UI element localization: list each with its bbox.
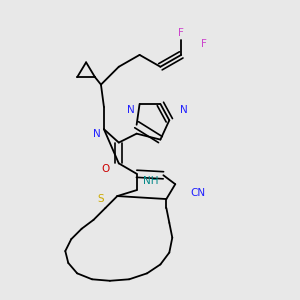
Text: N: N	[93, 129, 101, 139]
Text: N: N	[127, 105, 135, 115]
Text: F: F	[178, 28, 184, 38]
Text: F: F	[200, 40, 206, 50]
Text: O: O	[102, 164, 110, 174]
Text: NH: NH	[142, 176, 158, 186]
Text: S: S	[98, 194, 104, 204]
Text: N: N	[180, 105, 188, 115]
Text: CN: CN	[190, 188, 205, 198]
